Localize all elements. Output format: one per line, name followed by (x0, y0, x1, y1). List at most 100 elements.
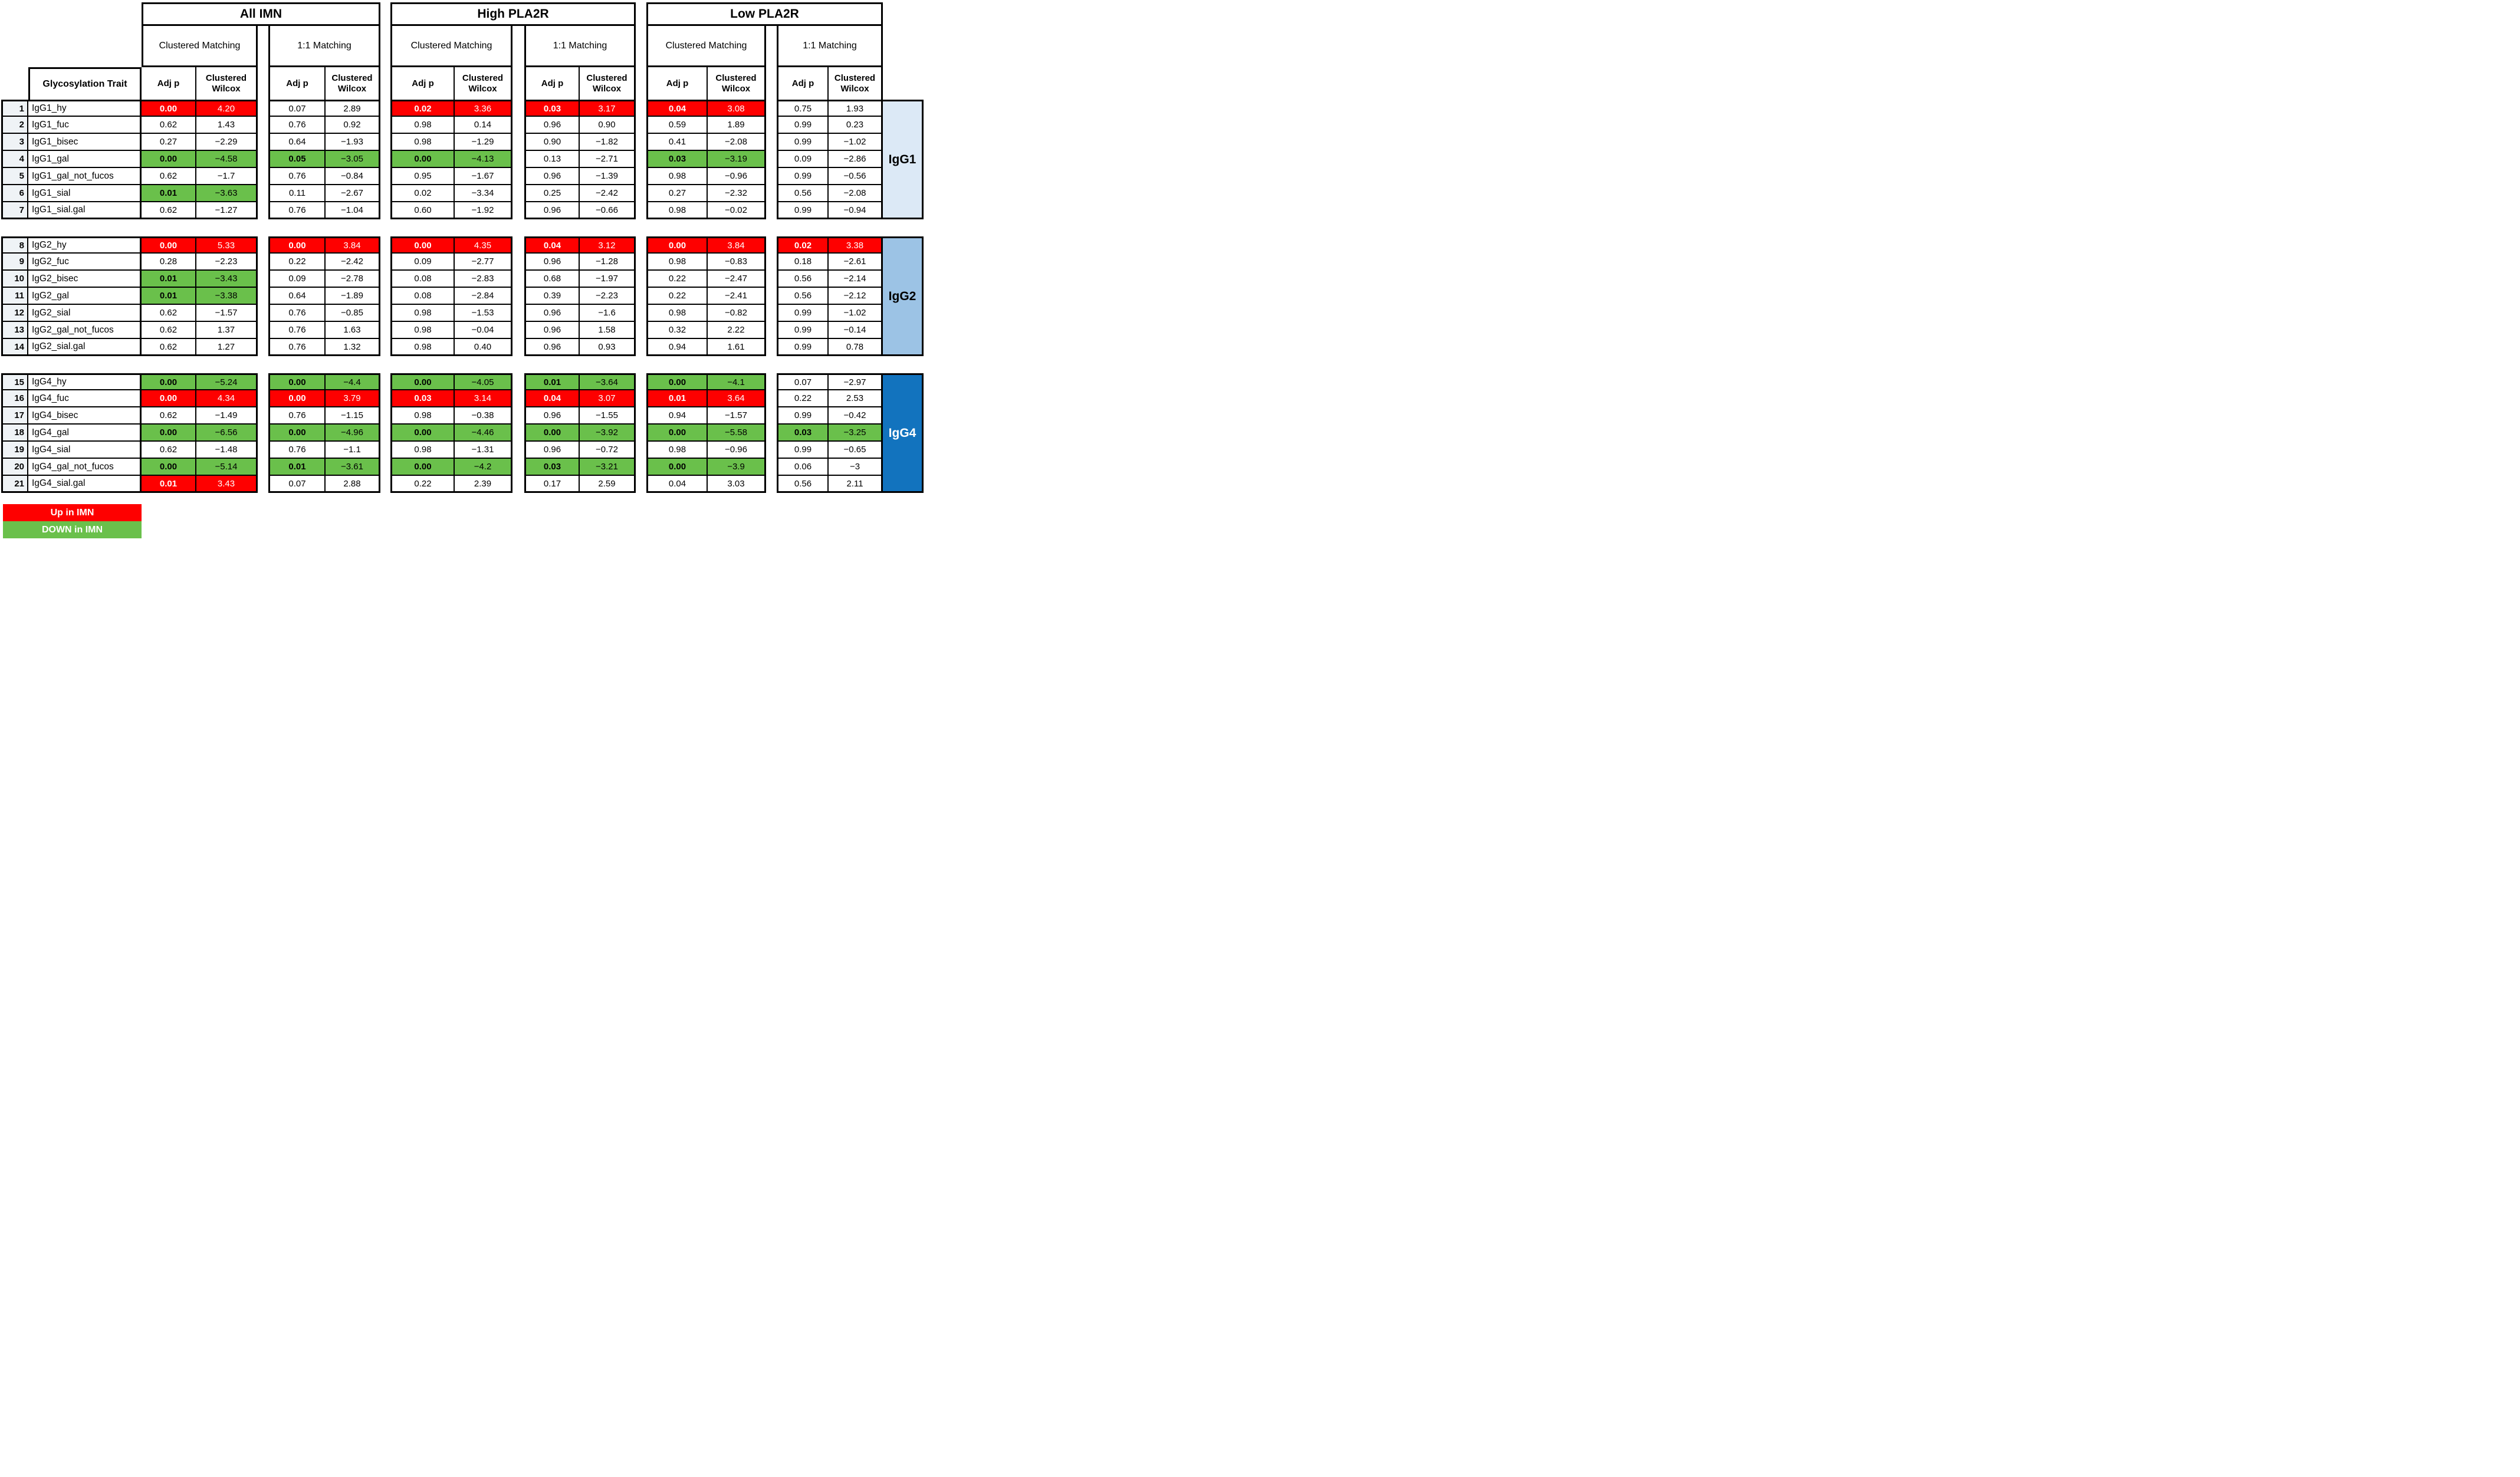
wilcox-cell[interactable]: −1.31 (455, 442, 512, 459)
wilcox-cell[interactable]: 0.90 (580, 117, 636, 134)
wilcox-cell[interactable]: 2.11 (829, 476, 883, 493)
adj-p-cell[interactable]: 0.04 (524, 236, 580, 254)
wilcox-cell[interactable]: −1.97 (580, 271, 636, 288)
legend-item-down[interactable]: DOWN in IMN (3, 521, 142, 538)
wilcox-cell[interactable]: −5.14 (196, 459, 258, 476)
wilcox-cell[interactable]: −4.05 (455, 373, 512, 390)
adj-p-cell[interactable]: 0.22 (390, 476, 455, 493)
adj-p-cell[interactable]: 0.76 (268, 305, 326, 322)
row-number-cell[interactable]: 10 (1, 271, 28, 288)
igg-class-bar-igg4[interactable]: IgG4 (883, 373, 924, 493)
wilcox-cell[interactable]: 0.92 (326, 117, 380, 134)
adj-p-cell[interactable]: 0.75 (777, 100, 829, 117)
matching-header-clustered[interactable]: Clustered Matching (390, 26, 512, 67)
adj-p-cell[interactable]: 0.01 (142, 185, 196, 202)
adj-p-cell[interactable]: 0.62 (142, 442, 196, 459)
trait-name-cell[interactable]: IgG4_fuc (28, 390, 142, 407)
adj-p-cell[interactable]: 0.76 (268, 322, 326, 339)
adj-p-cell[interactable]: 0.32 (646, 322, 708, 339)
wilcox-cell[interactable]: −0.56 (829, 168, 883, 185)
adj-p-cell[interactable]: 0.99 (777, 339, 829, 356)
wilcox-cell[interactable]: −1.53 (455, 305, 512, 322)
wilcox-cell[interactable]: −3.38 (196, 288, 258, 305)
adj-p-cell[interactable]: 0.28 (142, 254, 196, 271)
row-number-cell[interactable]: 5 (1, 168, 28, 185)
trait-name-cell[interactable]: IgG2_sial.gal (28, 339, 142, 356)
adj-p-cell[interactable]: 0.99 (777, 168, 829, 185)
adj-p-cell[interactable]: 0.00 (390, 425, 455, 442)
wilcox-cell[interactable]: −2.41 (708, 288, 766, 305)
adj-p-cell[interactable]: 0.99 (777, 442, 829, 459)
wilcox-cell[interactable]: 1.93 (829, 100, 883, 117)
wilcox-cell[interactable]: −0.66 (580, 202, 636, 219)
wilcox-cell[interactable]: 0.23 (829, 117, 883, 134)
wilcox-cell[interactable]: −5.58 (708, 425, 766, 442)
wilcox-cell[interactable]: 2.89 (326, 100, 380, 117)
adj-p-cell[interactable]: 0.02 (390, 185, 455, 202)
wilcox-cell[interactable]: −4.13 (455, 151, 512, 168)
trait-name-cell[interactable]: IgG4_sial (28, 442, 142, 459)
adj-p-cell[interactable]: 0.04 (646, 476, 708, 493)
adj-p-cell[interactable]: 0.99 (777, 407, 829, 425)
row-number-cell[interactable]: 21 (1, 476, 28, 493)
wilcox-cell[interactable]: 0.93 (580, 339, 636, 356)
wilcox-cell[interactable]: 1.37 (196, 322, 258, 339)
adj-p-cell[interactable]: 0.00 (646, 425, 708, 442)
group-header-all-imn[interactable]: All IMN (142, 2, 380, 26)
wilcox-cell[interactable]: 4.35 (455, 236, 512, 254)
adj-p-cell[interactable]: 0.99 (777, 134, 829, 151)
wilcox-cell[interactable]: 3.08 (708, 100, 766, 117)
adj-p-cell[interactable]: 0.98 (390, 117, 455, 134)
adj-p-cell[interactable]: 0.76 (268, 168, 326, 185)
wilcox-cell[interactable]: −1.57 (708, 407, 766, 425)
adj-p-cell[interactable]: 0.98 (390, 407, 455, 425)
adj-p-cell[interactable]: 0.96 (524, 254, 580, 271)
wilcox-cell[interactable]: 2.53 (829, 390, 883, 407)
adj-p-cell[interactable]: 0.39 (524, 288, 580, 305)
adj-p-cell[interactable]: 0.00 (524, 425, 580, 442)
adj-p-cell[interactable]: 0.07 (268, 100, 326, 117)
wilcox-cell[interactable]: 3.07 (580, 390, 636, 407)
adj-p-cell[interactable]: 0.98 (390, 339, 455, 356)
adj-p-cell[interactable]: 0.96 (524, 202, 580, 219)
adj-p-cell[interactable]: 0.62 (142, 305, 196, 322)
matching-header-1to1[interactable]: 1:1 Matching (268, 26, 380, 67)
trait-name-cell[interactable]: IgG4_bisec (28, 407, 142, 425)
trait-name-cell[interactable]: IgG4_hy (28, 373, 142, 390)
adj-p-cell[interactable]: 0.00 (390, 373, 455, 390)
wilcox-cell[interactable]: 4.34 (196, 390, 258, 407)
adj-p-cell[interactable]: 0.98 (646, 254, 708, 271)
row-number-cell[interactable]: 1 (1, 100, 28, 117)
wilcox-cell[interactable]: 2.59 (580, 476, 636, 493)
trait-column-header[interactable]: Glycosylation Trait (28, 67, 142, 100)
wilcox-cell[interactable]: −5.24 (196, 373, 258, 390)
adj-p-cell[interactable]: 0.98 (390, 322, 455, 339)
wilcox-cell[interactable]: −4.2 (455, 459, 512, 476)
wilcox-cell[interactable]: −0.38 (455, 407, 512, 425)
wilcox-cell[interactable]: 0.14 (455, 117, 512, 134)
adj-p-cell[interactable]: 0.07 (268, 476, 326, 493)
row-number-cell[interactable]: 19 (1, 442, 28, 459)
wilcox-cell[interactable]: −3.61 (326, 459, 380, 476)
trait-name-cell[interactable]: IgG2_gal_not_fucos (28, 322, 142, 339)
wilcox-cell[interactable]: 1.43 (196, 117, 258, 134)
matching-header-clustered[interactable]: Clustered Matching (142, 26, 258, 67)
adj-p-cell[interactable]: 0.27 (142, 134, 196, 151)
wilcox-cell[interactable]: 2.88 (326, 476, 380, 493)
adj-p-cell[interactable]: 0.00 (142, 459, 196, 476)
wilcox-cell[interactable]: −0.96 (708, 168, 766, 185)
wilcox-cell[interactable]: −0.96 (708, 442, 766, 459)
adj-p-cell[interactable]: 0.09 (268, 271, 326, 288)
adj-p-cell[interactable]: 0.00 (390, 459, 455, 476)
row-number-cell[interactable]: 7 (1, 202, 28, 219)
adj-p-cell[interactable]: 0.03 (524, 100, 580, 117)
wilcox-cell[interactable]: −2.71 (580, 151, 636, 168)
igg-class-bar-igg1[interactable]: IgG1 (883, 100, 924, 219)
adj-p-cell[interactable]: 0.02 (390, 100, 455, 117)
adj-p-cell[interactable]: 0.76 (268, 442, 326, 459)
wilcox-cell[interactable]: −1.7 (196, 168, 258, 185)
group-header-low-pla2r[interactable]: Low PLA2R (646, 2, 883, 26)
wilcox-cell[interactable]: −1.39 (580, 168, 636, 185)
wilcox-cell[interactable]: −2.23 (580, 288, 636, 305)
wilcox-cell[interactable]: −2.61 (829, 254, 883, 271)
